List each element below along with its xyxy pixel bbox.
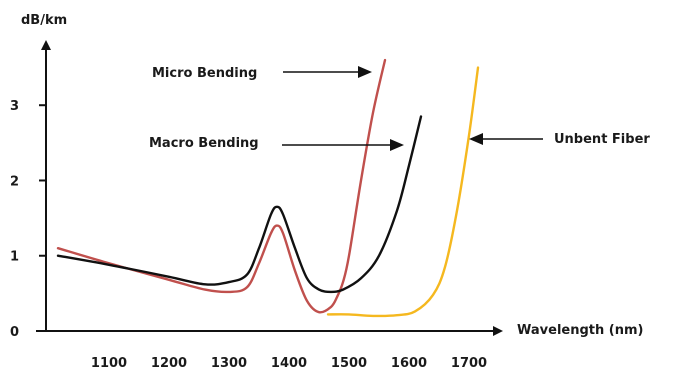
annotation-arrow-head-macro-bending xyxy=(390,139,404,151)
annotation-arrow-head-unbent-fiber xyxy=(469,133,483,145)
axis-ticks xyxy=(39,104,47,257)
x-tick-label-1700: 1700 xyxy=(451,356,487,371)
annotation-label-micro-bending: Micro Bending xyxy=(152,66,257,81)
x-tick-label-1200: 1200 xyxy=(151,356,187,371)
series-line-unbent-fiber xyxy=(326,66,480,318)
annotation-label-macro-bending: Macro Bending xyxy=(149,136,259,151)
series-line-macro-bending xyxy=(56,115,423,294)
annotation-micro-bending: Micro Bending xyxy=(152,66,372,81)
x-tick-label-1600: 1600 xyxy=(391,356,427,371)
y-tick-label-1: 1 xyxy=(10,250,19,265)
y-tick-label-2: 2 xyxy=(10,174,19,189)
annotation-macro-bending: Macro Bending xyxy=(149,136,404,151)
annotation-label-unbent-fiber: Unbent Fiber xyxy=(554,132,650,147)
x-axis-label: Wavelength (nm) xyxy=(517,323,643,338)
series-line-micro-bending xyxy=(56,58,387,314)
y-tick-label-0: 0 xyxy=(10,325,19,340)
annotation-arrow-head-micro-bending xyxy=(358,66,372,78)
axis-tick-labels: 0 1 2 3 1100 1200 1300 1400 1500 1600 1700 xyxy=(10,99,487,371)
y-axis-label: dB/km xyxy=(21,13,67,28)
series-curves xyxy=(56,58,480,318)
x-tick-label-1100: 1100 xyxy=(91,356,127,371)
x-tick-label-1400: 1400 xyxy=(271,356,307,371)
y-tick-label-3: 3 xyxy=(10,99,19,114)
x-tick-label-1300: 1300 xyxy=(211,356,247,371)
annotation-unbent-fiber: Unbent Fiber xyxy=(469,132,650,147)
x-tick-label-1500: 1500 xyxy=(331,356,367,371)
